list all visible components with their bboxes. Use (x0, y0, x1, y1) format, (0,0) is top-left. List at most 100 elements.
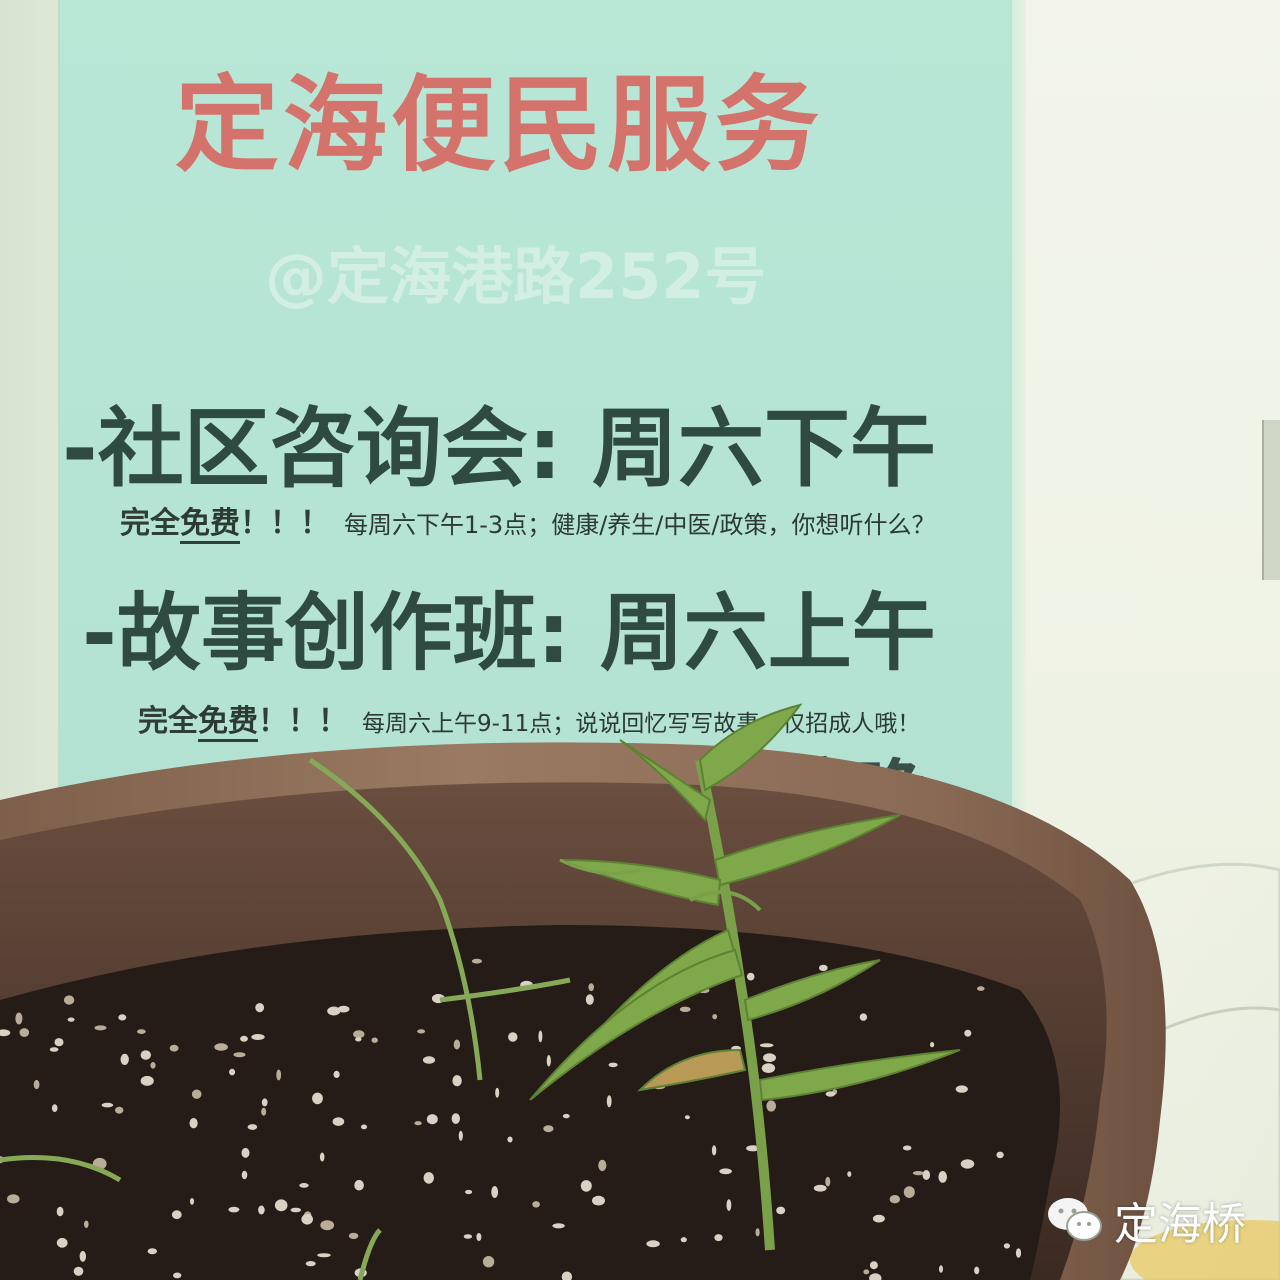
wechat-icon (1048, 1198, 1102, 1241)
perlite-speck (580, 1180, 592, 1192)
perlite-speck (173, 1272, 182, 1279)
perlite-speck (912, 1171, 924, 1176)
perlite-speck (776, 1206, 786, 1215)
perlite-speck (938, 1171, 947, 1183)
perlite-speck (84, 1220, 89, 1229)
perlite-speck (903, 1186, 915, 1198)
perlite-speck (608, 1062, 618, 1068)
perlite-speck (150, 1062, 156, 1069)
perlite-speck (169, 1044, 179, 1052)
perlite-speck (463, 1234, 473, 1239)
perlite-speck (869, 1261, 878, 1270)
perlite-speck (290, 1207, 302, 1213)
perlite-speck (333, 1070, 340, 1078)
perlite-speck (813, 1184, 827, 1192)
perlite-speck (491, 1186, 499, 1198)
perlite-speck (495, 1087, 500, 1098)
detail-text: 每周六上午9-11点；说说回忆写写故事；仅招成人哦！ (362, 711, 921, 737)
perlite-speck (451, 1113, 460, 1124)
perlite-speck (191, 1089, 202, 1099)
perlite-speck (171, 1210, 182, 1220)
perlite-speck (214, 1043, 228, 1051)
perlite-speck (755, 1228, 760, 1237)
perlite-speck (458, 1130, 463, 1141)
seedling-plant (529, 703, 961, 1251)
perlite-speck (301, 1213, 314, 1225)
perlite-speck (955, 1085, 968, 1093)
perlite-speck (561, 1271, 573, 1280)
perlite-speck (889, 1195, 900, 1204)
perlite-speck (189, 1198, 195, 1205)
perlite-speck (746, 972, 755, 981)
perlite-speck (680, 1237, 687, 1243)
perlite-speck (825, 1091, 836, 1097)
perlite-speck (19, 1028, 30, 1037)
perlite-speck (422, 1056, 436, 1064)
perlite-speck (761, 1063, 776, 1073)
perlite-speck (15, 1012, 23, 1025)
perlite-speck (101, 1102, 114, 1108)
perlite-speck (1015, 1248, 1022, 1258)
perlite-speck (94, 1025, 107, 1031)
perlite-speck (233, 1052, 246, 1058)
perlite-speck (964, 1029, 972, 1037)
perlite-speck (453, 1039, 461, 1050)
perlite-speck (552, 1223, 565, 1229)
perlite-speck (247, 1124, 258, 1130)
watermark: 定海桥 (1044, 1188, 1246, 1252)
perlite-speck (140, 1075, 154, 1086)
perlite-speck (320, 1220, 335, 1231)
perlite-speck (507, 1136, 513, 1143)
perlite-speck (353, 1030, 365, 1039)
perlite-speck (51, 1104, 58, 1112)
poster (60, 0, 1020, 860)
perlite-speck (73, 1266, 84, 1276)
perlite-speck (332, 1117, 345, 1126)
poster-address: @定海港路252号 (265, 240, 767, 313)
perlite-speck (465, 1189, 473, 1195)
perlite-speck (869, 1273, 882, 1280)
perlite-speck (712, 1014, 718, 1020)
perlite-speck (1003, 1243, 1011, 1249)
perlite-speck (766, 1100, 776, 1112)
perlite-speck (818, 964, 828, 972)
perlite-speck (714, 1234, 723, 1242)
perlite-speck (240, 1035, 248, 1042)
exclaim: ！！！ (240, 506, 330, 541)
perlite-speck (726, 1199, 732, 1211)
section-heading-story: -故事创作班: 周六上午 (82, 584, 936, 682)
perlite-speck (977, 986, 985, 991)
perlite-speck (67, 1017, 75, 1022)
perlite-speck (241, 1147, 250, 1158)
perlite-speck (56, 1206, 64, 1217)
perlite-speck (471, 958, 482, 964)
perlite-speck (274, 1199, 288, 1212)
perlite-speck (763, 1053, 776, 1063)
free-lead: 完全 (120, 506, 180, 541)
perlite-speck (63, 995, 75, 1005)
perlite-speck (508, 1032, 518, 1042)
grass-sprout (0, 757, 571, 1280)
detail-text: 每周六下午1-3点；健康/养生/中医/政策，你想听什么？ (344, 511, 936, 539)
perlite-speck (679, 1006, 691, 1012)
perlite-speck (585, 994, 594, 1005)
perlite-speck (7, 1194, 20, 1204)
perlite-speck (592, 1195, 605, 1206)
perlite-speck (598, 1159, 607, 1172)
perlite-speck (319, 1152, 325, 1162)
perlite-speck (115, 1106, 124, 1114)
free-lead: 完全 (138, 704, 198, 739)
perlite-speck (312, 1092, 323, 1105)
perlite-speck (348, 1232, 359, 1240)
perlite-speck (423, 1172, 434, 1184)
perlite-speck (543, 1125, 554, 1133)
perlite-speck (241, 1170, 248, 1180)
perlite-speck (939, 1265, 943, 1273)
perlite-speck (251, 1034, 265, 1040)
perlite-speck (482, 1256, 495, 1268)
perlite-speck (996, 1151, 1004, 1159)
perlite-speck (305, 1261, 316, 1267)
perlite-speck (872, 1214, 885, 1223)
